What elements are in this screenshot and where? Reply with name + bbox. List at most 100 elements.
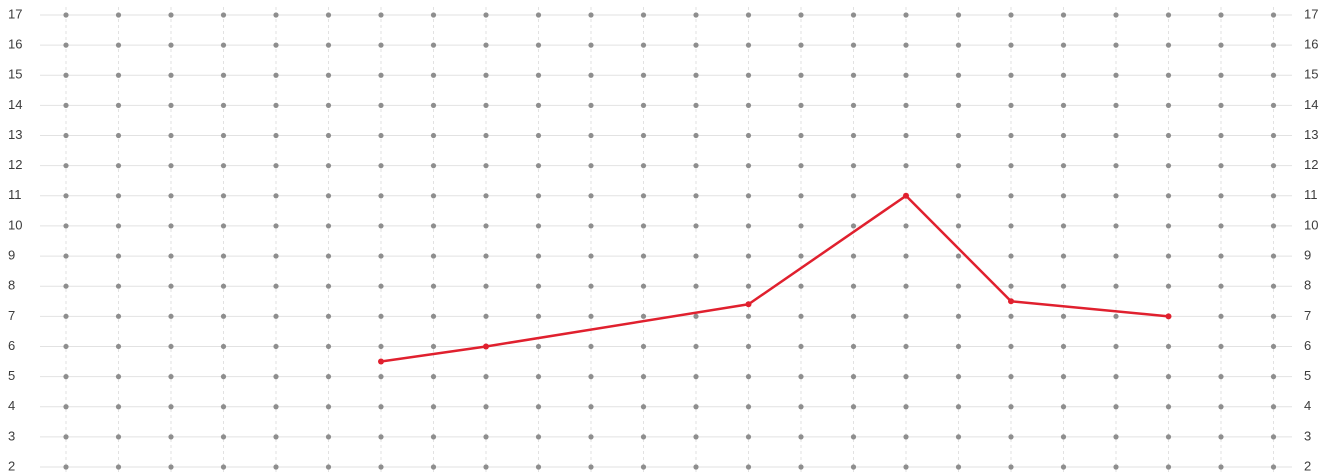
grid-dot — [588, 193, 594, 199]
grid-dot — [745, 193, 752, 199]
grid-dot — [168, 132, 174, 139]
grid-dot — [430, 374, 437, 380]
grid-dot — [273, 102, 279, 108]
grid-dot — [1165, 72, 1172, 78]
grid-dot — [850, 434, 857, 440]
grid-dot — [535, 374, 542, 380]
grid-dot — [1008, 163, 1014, 169]
grid-dot — [1270, 374, 1277, 380]
grid-dot — [1270, 132, 1277, 139]
grid-dot — [1165, 42, 1172, 48]
y-tick-label-right: 14 — [1304, 97, 1318, 112]
grid-dot — [693, 163, 699, 169]
grid-dot — [115, 102, 122, 108]
grid-dot — [63, 374, 69, 380]
grid-dot — [378, 163, 384, 169]
grid-dot — [745, 434, 752, 440]
grid-dot — [1218, 464, 1224, 470]
grid-dot — [1270, 343, 1277, 350]
grid-dot — [1218, 132, 1224, 139]
grid-dot — [483, 102, 489, 108]
grid-dot — [745, 163, 752, 169]
grid-dot — [115, 12, 122, 18]
grid-dot — [1218, 283, 1224, 289]
grid-dot — [63, 102, 69, 108]
grid-dot — [273, 283, 279, 289]
grid-dot — [483, 42, 489, 48]
grid-dot — [168, 102, 174, 108]
grid-dot — [1270, 193, 1277, 199]
grid-dot — [220, 102, 227, 108]
grid-dot — [483, 374, 489, 380]
grid-dot — [168, 313, 174, 319]
grid-dot — [640, 223, 647, 229]
grid-dot — [903, 343, 909, 350]
grid-dot — [693, 283, 699, 289]
grid-dot — [430, 283, 437, 289]
grid-dot — [1008, 42, 1014, 48]
grid-lines — [40, 7, 1292, 473]
grid-dot — [535, 313, 542, 319]
grid-dot — [325, 12, 332, 18]
grid-dot — [168, 253, 174, 259]
grid-dot — [798, 464, 804, 470]
grid-dot — [220, 464, 227, 470]
grid-dot — [1008, 102, 1014, 108]
y-tick-label-left: 2 — [8, 458, 15, 473]
y-tick-label-right: 5 — [1304, 368, 1311, 383]
grid-dot — [1165, 163, 1172, 169]
grid-dot — [850, 464, 857, 470]
series-point — [745, 301, 752, 308]
grid-dot — [588, 12, 594, 18]
grid-dot — [903, 404, 909, 410]
grid-dot — [693, 102, 699, 108]
grid-dot — [430, 434, 437, 440]
grid-dot — [1165, 404, 1172, 410]
grid-dot — [850, 193, 857, 199]
grid-dot — [1218, 72, 1224, 78]
grid-dot — [220, 253, 227, 259]
grid-dot — [535, 132, 542, 139]
grid-dot — [850, 374, 857, 380]
grid-dot — [640, 343, 647, 350]
grid-dot — [745, 374, 752, 380]
y-tick-label-left: 17 — [8, 6, 22, 21]
grid-dot — [798, 313, 804, 319]
grid-dot — [325, 72, 332, 78]
grid-dot — [1218, 343, 1224, 350]
grid-dot — [903, 283, 909, 289]
grid-dot — [1218, 253, 1224, 259]
grid-dot — [325, 163, 332, 169]
grid-dot — [850, 132, 857, 139]
grid-dot — [693, 374, 699, 380]
grid-dot — [273, 464, 279, 470]
grid-dot — [798, 72, 804, 78]
grid-dot — [115, 253, 122, 259]
grid-dot — [1060, 404, 1067, 410]
grid-dot — [1270, 72, 1277, 78]
grid-dot — [535, 42, 542, 48]
grid-dot — [168, 374, 174, 380]
grid-dot — [903, 223, 909, 229]
grid-dot — [63, 42, 69, 48]
y-axis-right: 2 3 4 5 6 7 8 9 10 11 12 13 14 15 16 17 — [1304, 6, 1318, 473]
grid-dot — [168, 404, 174, 410]
grid-dot — [483, 434, 489, 440]
grid-dot — [955, 434, 962, 440]
y-tick-label-right: 10 — [1304, 217, 1318, 232]
y-tick-label-left: 6 — [8, 338, 15, 353]
grid-dot — [273, 193, 279, 199]
grid-dot — [273, 42, 279, 48]
grid-dot — [535, 343, 542, 350]
grid-dot — [220, 223, 227, 229]
grid-dot — [483, 193, 489, 199]
grid-dot — [745, 253, 752, 259]
grid-dot — [1165, 283, 1172, 289]
grid-dot — [1060, 163, 1067, 169]
grid-dot — [850, 343, 857, 350]
grid-dot — [693, 223, 699, 229]
grid-dot — [850, 404, 857, 410]
grid-dot — [430, 163, 437, 169]
grid-dot — [798, 283, 804, 289]
